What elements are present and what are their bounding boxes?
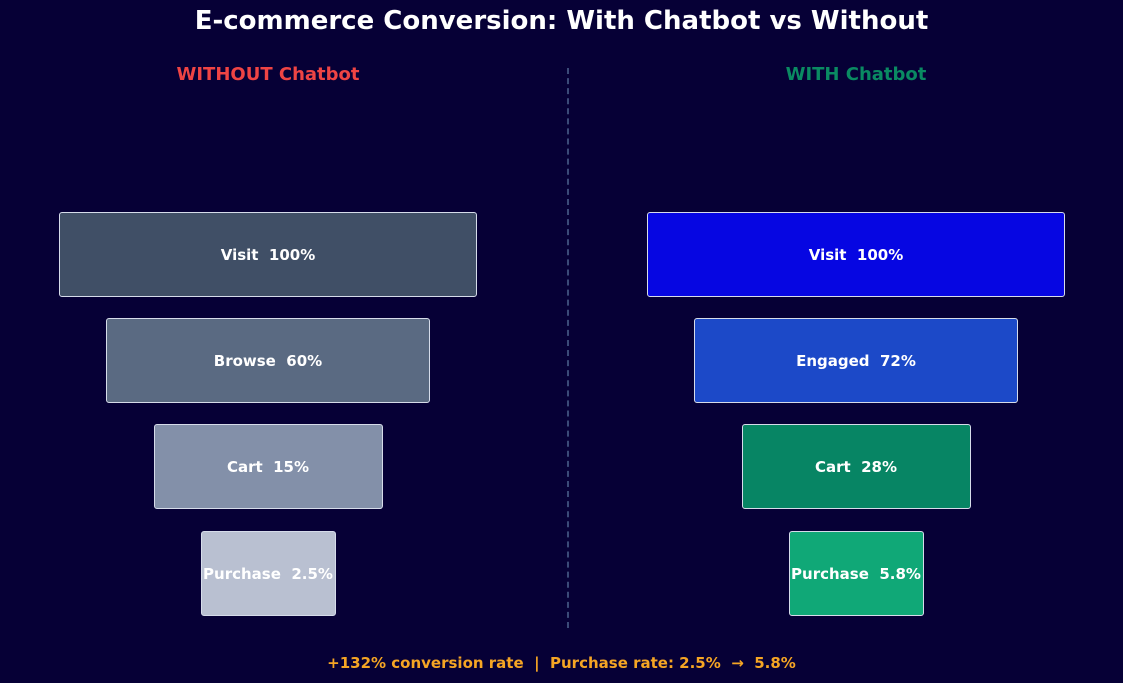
funnel-stage-visit: Visit 100% (647, 212, 1065, 297)
funnel-stage-label: Cart 28% (814, 457, 898, 476)
funnel-stage-browse: Browse 60% (106, 318, 430, 403)
funnel-stage-label: Engaged 72% (796, 351, 916, 370)
funnel-stage-label: Browse 60% (213, 351, 323, 370)
funnel-stage-cart: Cart 28% (741, 424, 971, 509)
funnel-stage-engaged: Engaged 72% (694, 318, 1018, 403)
funnel-stage-label: Purchase 5.8% (791, 564, 921, 583)
funnel-stage-purchase: Purchase 2.5% (200, 531, 336, 616)
funnel-stage-visit: Visit 100% (59, 212, 477, 297)
chart-title: E-commerce Conversion: With Chatbot vs W… (194, 6, 929, 36)
footer-summary: +132% conversion rate | Purchase rate: 2… (327, 654, 796, 672)
funnel-stage-label: Purchase 2.5% (203, 564, 333, 583)
panel-divider (567, 68, 569, 628)
funnel-stage-label: Visit 100% (808, 245, 904, 264)
panel-title-with-chatbot: WITH Chatbot (785, 64, 927, 85)
panel-title-without-chatbot: WITHOUT Chatbot (176, 64, 360, 85)
funnel-stage-cart: Cart 15% (153, 424, 383, 509)
funnel-stage-purchase: Purchase 5.8% (788, 531, 924, 616)
funnel-stage-label: Cart 15% (226, 457, 310, 476)
funnel-stage-label: Visit 100% (220, 245, 316, 264)
